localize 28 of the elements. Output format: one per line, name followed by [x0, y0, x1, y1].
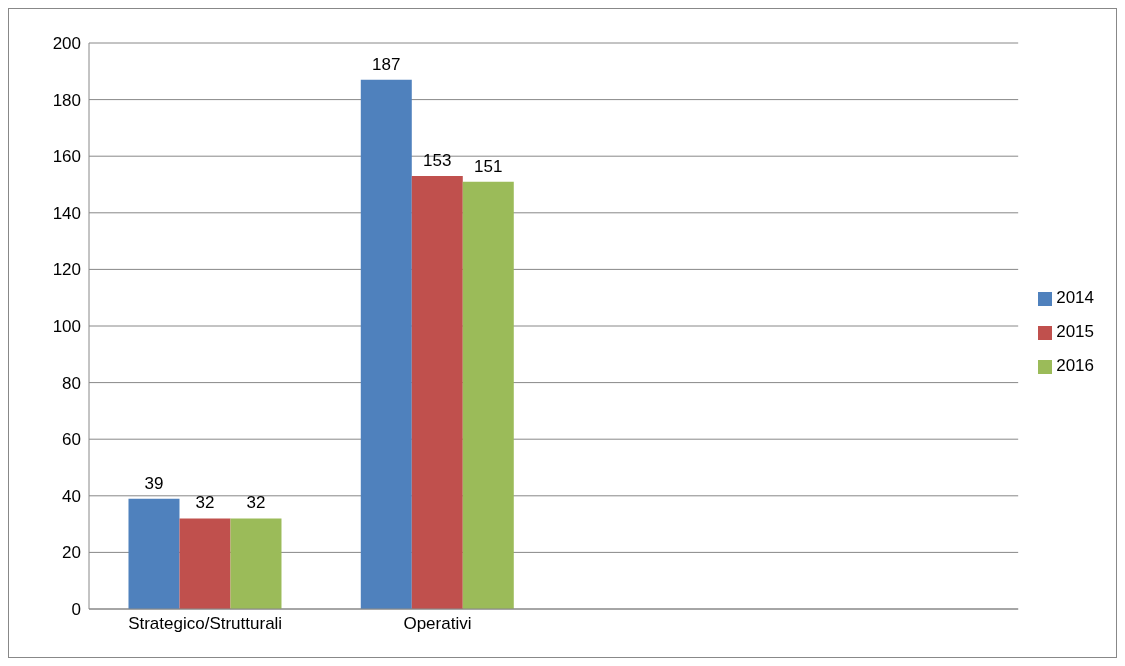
legend-label: 2016 — [1056, 356, 1094, 375]
data-label: 187 — [372, 54, 401, 74]
bar — [230, 518, 282, 609]
y-tick-label: 20 — [62, 543, 81, 563]
bar — [128, 498, 180, 609]
y-tick-label: 120 — [52, 260, 81, 280]
y-tick-label: 80 — [62, 373, 81, 393]
data-label: 39 — [144, 473, 164, 493]
data-label: 153 — [423, 151, 452, 171]
legend-label: 2015 — [1056, 322, 1094, 341]
bar — [411, 176, 463, 609]
bar — [360, 79, 412, 609]
bar — [179, 518, 231, 609]
y-tick-label: 200 — [52, 34, 81, 54]
y-tick-label: 60 — [62, 430, 81, 450]
y-tick-label: 0 — [71, 600, 81, 620]
data-label: 151 — [474, 156, 503, 176]
data-label: 32 — [195, 493, 215, 513]
y-tick-label: 180 — [52, 90, 81, 110]
y-tick-label: 40 — [62, 486, 81, 506]
legend-label: 2014 — [1056, 288, 1094, 307]
data-label: 32 — [246, 493, 266, 513]
y-tick-label: 100 — [52, 317, 81, 337]
y-tick-label: 140 — [52, 203, 81, 223]
y-tick-label: 160 — [52, 147, 81, 167]
x-tick-label: Operativi — [403, 614, 472, 634]
x-tick-label: Strategico/Strutturali — [128, 614, 283, 634]
bar — [462, 181, 514, 609]
